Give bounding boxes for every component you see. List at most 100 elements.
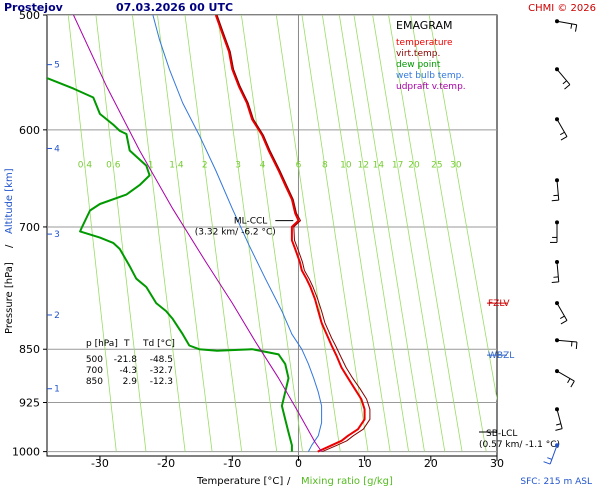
mixing-ratio-label: 4 [260,160,266,170]
altitude-tick-label: 3 [54,230,60,240]
table-header-p: p [hPa] [86,339,118,349]
surface-altitude: SFC: 215 m ASL [520,477,592,487]
wind-barb-flag [570,23,573,29]
mixing-ratio-line [157,15,213,452]
altitude-tick-label: 4 [54,144,60,154]
wind-barb-flag [560,136,568,141]
wind-barb-dot [555,259,559,264]
series-virt-temp [216,15,371,453]
mixing-ratio-line [275,15,341,452]
mixing-ratio-line [428,15,497,402]
mixing-ratio-label: 10 [340,160,352,170]
pressure-tick-label: 850 [19,343,40,356]
grid [47,15,497,456]
table-cell: 850 [86,377,103,387]
mixing-ratio-line [388,15,463,452]
wind-barb-flag [560,315,565,320]
pressure-tick-label: 925 [19,396,40,409]
wind-barb-flag [564,84,571,90]
temperature-tick-label: -10 [223,457,241,470]
wind-barb-staff [556,339,577,343]
mixing-ratio-line [241,15,303,452]
y-axis-separator: / [4,244,15,248]
x-axis-separator: / [287,476,291,487]
wind-barb-dot [555,220,559,225]
wind-barb-flag [551,281,559,283]
mixing-ratio-label: 25 [431,160,442,170]
pressure-tick-label: 700 [19,221,40,234]
datetime: 07.03.2026 00 UTC [116,1,233,14]
series-udpraft-v-temp [73,15,323,452]
pressure-tick-label: 1000 [12,446,40,459]
mixing-ratio-label: 1 [148,160,154,170]
wind-barb-dot [555,338,559,343]
level-label: FZLV [488,299,510,309]
temperature-tick-label: -20 [157,457,175,470]
wind-barb-flag [556,423,562,426]
mixing-ratio-label: 0.6 [106,160,121,170]
table-header-td: Td [°C] [142,339,175,349]
mixing-ratio-line [410,15,487,452]
mixing-ratio-label: 20 [408,160,420,170]
mixing-ratio-line [353,15,425,452]
mixing-ratio-label: 3 [235,160,241,170]
table-cell: -32.7 [150,366,173,376]
table-cell: 700 [86,366,103,376]
wind-barb-flag [562,80,567,85]
wind-barb-flag [560,131,565,136]
mixing-ratio-line [372,15,446,452]
x-axis-title-mixing: Mixing ratio [g/kg] [301,476,393,487]
wind-barb-flag [567,378,571,384]
wind-barb-flag [547,457,553,460]
lcl-markers: ML-CCL(3.32 km/ -6.2 °C) SB-LCL(0.57 km/ … [195,217,560,450]
temperature-tick-label: 20 [424,457,438,470]
y-axis-title-altitude: Altitude [km] [4,168,15,234]
altitude-tick-label: 1 [54,385,60,395]
wind-barb-staff [556,409,563,429]
legend-item-updraft: udpraft v.temp. [396,82,466,92]
mixing-ratio-line [217,15,278,452]
wind-barb-dot [555,443,559,448]
wind-barb-flag [543,461,551,465]
mixing-ratio-lines: 0.4 0.6 1 1.4 2 3 4 6 8 10 12 14 17 20 25 30 [67,15,497,452]
mixing-ratio-label: 1.4 [169,160,184,170]
wind-barb-dot [555,301,559,306]
profile-series [47,15,371,453]
wind-barb-flag [574,24,578,32]
wind-barb-dot [555,117,559,122]
temperature-tick-label: 10 [358,457,372,470]
series-wet-bulb-temp [152,15,323,452]
mixing-ratio-line [67,15,117,452]
level-label: WBZL [488,351,514,361]
copyright: CHMI © 2026 [528,3,596,14]
wind-barb-staff [556,119,568,137]
wind-barb-staff [556,302,568,321]
wind-barb-dot [555,369,559,374]
wind-barb-dot [555,67,559,72]
altitude-tick-label: 2 [54,311,60,321]
wind-barb-staff [556,68,571,85]
legend: EMAGRAM temperature virt.temp. dew point… [396,19,466,92]
mixing-ratio-label: 0.4 [78,160,93,170]
x-axis-title: Temperature [°C] [196,476,283,487]
mixing-ratio-label: 14 [373,160,385,170]
table-cell: -48.5 [150,355,173,365]
mixing-ratio-label: 2 [202,160,208,170]
table-cell: -12.3 [150,377,173,387]
pressure-tick-label: 600 [19,124,40,137]
wind-barb-staff [549,445,558,465]
mixing-ratio-label: 30 [450,160,462,170]
table-cell: -21.8 [114,355,138,365]
temperature-tick-label: -30 [91,457,109,470]
legend-item-dew-point: dew point [396,60,441,70]
mixing-ratio-label: 12 [358,160,369,170]
mixing-ratio-label: 8 [322,160,328,170]
temperature-tick-label: 30 [490,457,504,470]
wind-barb-staff [556,261,560,282]
lcl-detail: (0.57 km/ -1.1 °C) [479,440,560,450]
temperature-tick-label: 0 [295,457,302,470]
wind-barbs [543,19,578,465]
mixing-ratio-line [184,15,243,452]
pressure-tick-label: 500 [19,9,40,22]
